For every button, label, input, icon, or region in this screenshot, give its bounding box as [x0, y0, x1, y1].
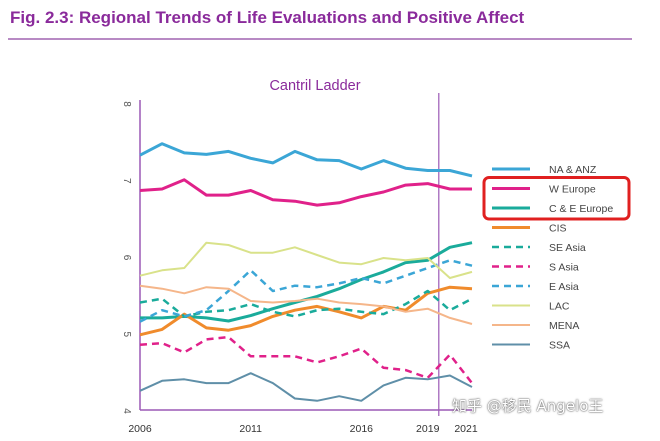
legend-label-s-asia: S Asia: [549, 262, 579, 274]
y-tick-label: 5: [121, 331, 132, 337]
legend-label-na-anz: NA & ANZ: [549, 164, 597, 176]
chart-series: [139, 142, 473, 402]
legend-label-mena: MENA: [549, 320, 579, 332]
x-tick-label: 2019: [416, 423, 440, 435]
chart-legend: NA & ANZ W Europe C & E Europe CIS SE Asia S …: [482, 164, 631, 352]
series-line-s-asia: [139, 335, 473, 384]
legend-label-e-asia: E Asia: [549, 281, 579, 293]
series-line-w-europe: [139, 178, 472, 207]
series-line-ssa: [139, 372, 473, 402]
series-line-na-anz: [139, 142, 473, 178]
series-line-lac: [139, 241, 473, 279]
legend-label-c-e-europe: C & E Europe: [549, 203, 613, 215]
x-tick-label: 2016: [350, 423, 374, 435]
y-tick-label: 8: [121, 101, 132, 107]
x-tick-label: 2006: [128, 423, 152, 435]
chart-title: Cantril Ladder: [269, 78, 360, 94]
y-tick-label: 6: [121, 255, 132, 261]
chart-axes: 4 5 6 7 8 2006 2011 2016 2019 2021: [121, 93, 478, 435]
legend-label-se-asia: SE Asia: [549, 242, 586, 254]
legend-label-ssa: SSA: [549, 340, 570, 352]
series-line-se-asia: [139, 289, 473, 318]
x-tick-label: 2011: [239, 423, 262, 435]
y-tick-label: 4: [121, 408, 132, 414]
figure-title: Fig. 2.3: Regional Trends of Life Evalua…: [10, 8, 525, 27]
y-tick-label: 7: [121, 178, 132, 184]
legend-label-w-europe: W Europe: [549, 184, 596, 196]
title-divider: [8, 38, 632, 40]
series-line-e-asia: [139, 259, 473, 323]
legend-label-lac: LAC: [549, 301, 570, 313]
series-line-mena: [139, 284, 473, 325]
watermark-text: 知乎 @移民 Angelo王: [452, 397, 604, 415]
x-tick-label: 2021: [454, 423, 478, 435]
legend-highlight-box: [482, 176, 631, 221]
series-line-cis: [139, 285, 473, 337]
legend-label-cis: CIS: [549, 223, 567, 235]
